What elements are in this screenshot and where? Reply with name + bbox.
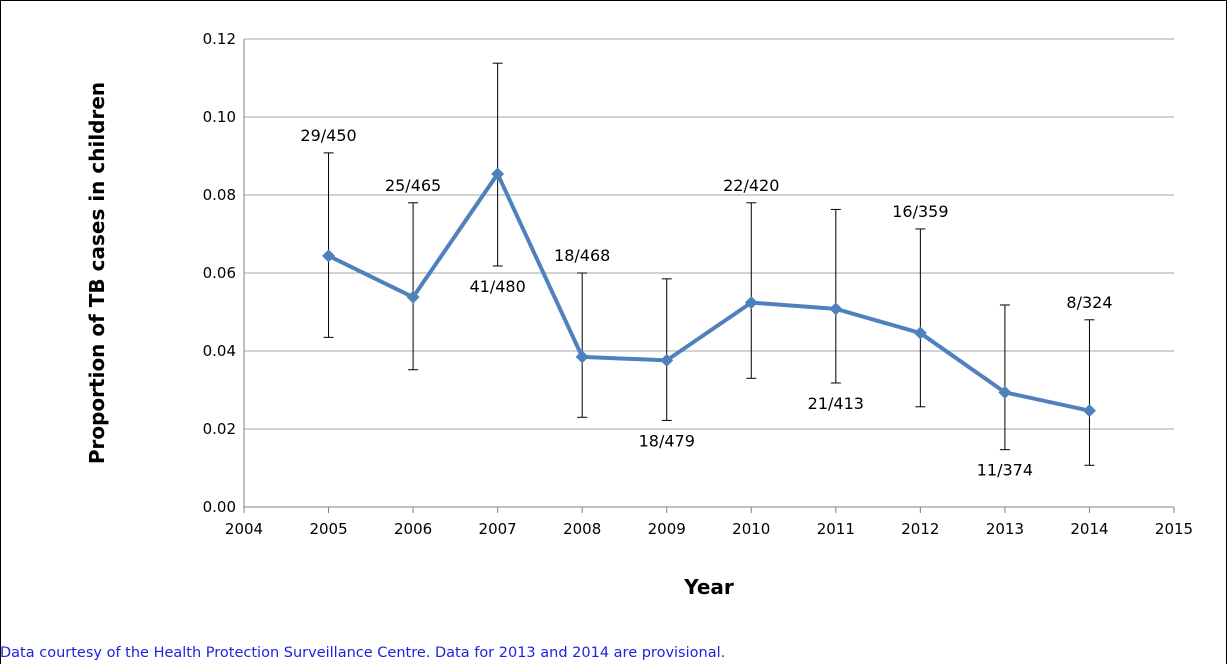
- x-tick-label: 2008: [563, 520, 601, 538]
- data-point: [744, 296, 758, 310]
- data-point: [660, 353, 674, 367]
- x-tick-label: 2011: [817, 520, 855, 538]
- x-tick-label: 2010: [732, 520, 770, 538]
- y-axis-title: Proportion of TB cases in children: [85, 82, 109, 464]
- x-tick-label: 2009: [648, 520, 686, 538]
- series-line: [326, 171, 1092, 413]
- data-point: [322, 249, 336, 263]
- x-tick-label: 2012: [901, 520, 939, 538]
- y-tick-label: 0.12: [203, 30, 236, 48]
- data-point: [829, 302, 843, 316]
- data-label: 18/468: [554, 246, 610, 265]
- data-label: 8/324: [1066, 293, 1112, 312]
- y-tick-label: 0.10: [203, 108, 236, 126]
- error-bar: [577, 272, 588, 418]
- x-tick-label: 2007: [479, 520, 517, 538]
- error-bar: [492, 62, 503, 267]
- error-bar: [323, 152, 334, 338]
- error-bar: [915, 228, 926, 408]
- data-point: [575, 350, 589, 364]
- data-point: [913, 326, 927, 340]
- error-bar: [999, 304, 1010, 451]
- source-note: Data courtesy of the Health Protection S…: [0, 645, 726, 661]
- data-label: 22/420: [723, 176, 779, 195]
- data-label: 25/465: [385, 176, 441, 195]
- x-tick-label: 2006: [394, 520, 432, 538]
- x-axis-title: Year: [683, 575, 734, 599]
- error-bar: [746, 202, 757, 379]
- data-label: 18/479: [639, 431, 695, 450]
- x-tick-label: 2004: [225, 520, 263, 538]
- y-tick-label: 0.04: [203, 342, 236, 360]
- data-label: 16/359: [892, 202, 948, 221]
- data-point: [406, 290, 420, 304]
- x-tick-label: 2015: [1155, 520, 1193, 538]
- error-bar: [1084, 319, 1095, 466]
- error-bar: [830, 208, 841, 384]
- data-label: 21/413: [808, 394, 864, 413]
- y-tick-label: 0.02: [203, 420, 236, 438]
- y-tick-label: 0.00: [203, 498, 236, 516]
- data-point: [491, 167, 505, 181]
- y-tick-label: 0.06: [203, 264, 236, 282]
- x-tick-label: 2013: [986, 520, 1024, 538]
- y-tick-label: 0.08: [203, 186, 236, 204]
- data-point: [1082, 404, 1096, 418]
- data-label: 11/374: [977, 461, 1033, 480]
- data-label: 41/480: [469, 277, 525, 296]
- data-point: [998, 385, 1012, 399]
- data-label: 29/450: [300, 126, 356, 145]
- x-tick-label: 2014: [1070, 520, 1108, 538]
- error-bar: [408, 202, 419, 371]
- x-tick-label: 2005: [309, 520, 347, 538]
- error-bar: [661, 278, 672, 421]
